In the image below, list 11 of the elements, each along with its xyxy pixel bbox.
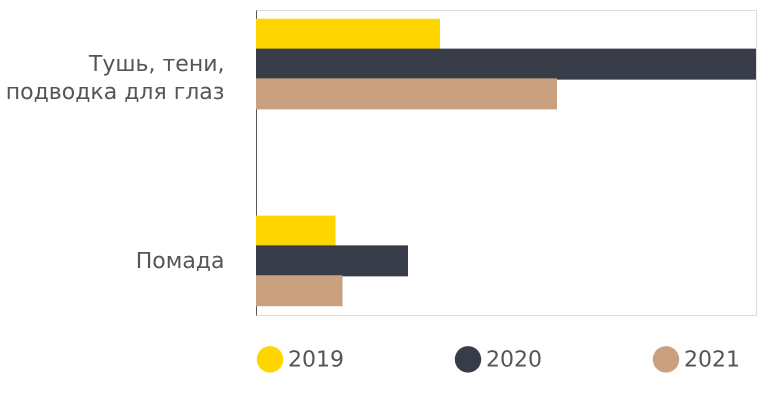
- legend-label: 2019: [288, 347, 344, 372]
- legend-label: 2020: [486, 347, 542, 372]
- bar: [256, 18, 440, 50]
- bar: [256, 48, 756, 80]
- legend-label: 2021: [684, 347, 740, 372]
- y-tick-label: Помада: [136, 248, 224, 274]
- bar: [256, 78, 557, 110]
- bar: [256, 275, 342, 306]
- bar: [256, 216, 336, 247]
- bar: [256, 245, 408, 276]
- y-tick-label: Тушь, тени, подводка для глаз: [6, 52, 224, 106]
